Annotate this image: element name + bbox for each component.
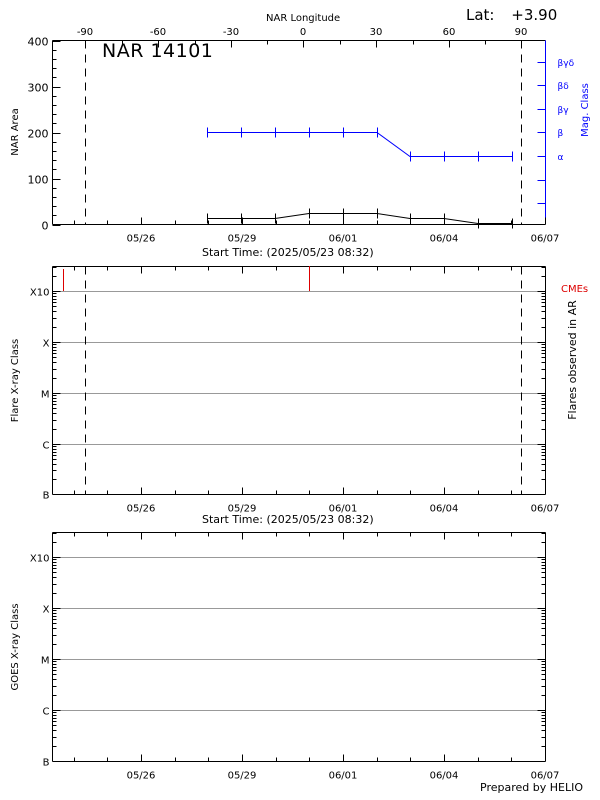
mag-class-tick-label: βγ — [558, 106, 570, 116]
latitude-label: Lat: +3.90 — [466, 8, 557, 23]
lat-value: +3.90 — [511, 6, 558, 24]
area-y-tick-label: 100 — [28, 174, 49, 187]
x-tick-label: 06/01 — [329, 504, 358, 515]
area-y-tick-label: 300 — [28, 82, 49, 95]
longitude-tick-label: -90 — [77, 27, 93, 38]
goes-y-tick-label: X10 — [30, 554, 50, 565]
longitude-tick-label: 90 — [515, 27, 528, 38]
cme-legend: CMEs — [561, 284, 589, 295]
longitude-tick-label: 30 — [370, 27, 383, 38]
x-tick-label: 05/26 — [127, 504, 156, 515]
x-tick-label: 06/01 — [329, 234, 358, 245]
x-tick-label: 06/01 — [329, 771, 358, 782]
nar-area-line — [207, 213, 512, 224]
start-time-label-1: Start Time: (2025/05/23 08:32) — [202, 246, 374, 259]
start-time-label-2: Start Time: (2025/05/23 08:32) — [202, 513, 374, 526]
x-tick-label: 05/29 — [228, 234, 257, 245]
longitude-tick-label: -30 — [223, 27, 239, 38]
mag-class-tick-label: α — [558, 153, 564, 163]
x-tick-label: 06/07 — [531, 771, 560, 782]
top-axis-label: NAR Longitude — [266, 13, 341, 24]
goes-y-tick-label: M — [41, 656, 50, 667]
x-tick-label: 06/07 — [531, 234, 560, 245]
goes-y-tick-label: X — [43, 605, 50, 616]
mag-class-tick-label: βγδ — [558, 59, 575, 69]
x-tick-label: 05/29 — [228, 771, 257, 782]
x-tick-label: 06/07 — [531, 504, 560, 515]
flare-y-label: Flare X-ray Class — [10, 339, 21, 423]
mag-class-tick-label: βδ — [558, 82, 570, 92]
flare-y-tick-label: X10 — [30, 288, 50, 299]
flare-y-tick-label: C — [43, 441, 50, 452]
x-tick-label: 06/04 — [430, 771, 459, 782]
flares-observed-label: Flares observed in AR — [566, 300, 579, 420]
x-tick-label: 06/04 — [430, 504, 459, 515]
area-y-label: NAR Area — [10, 108, 21, 155]
footer-credit: Prepared by HELIO — [480, 781, 583, 794]
mag-class-tick-label: β — [558, 129, 564, 139]
area-y-tick-label: 0 — [42, 220, 49, 233]
x-tick-label: 05/26 — [127, 234, 156, 245]
flare-y-tick-label: X — [43, 339, 50, 350]
goes-y-label: GOES X-ray Class — [10, 603, 21, 690]
longitude-tick-label: 60 — [443, 27, 456, 38]
lat-label: Lat: — [466, 6, 495, 24]
region-title: NAR 14101 — [102, 40, 214, 62]
longitude-tick-label: -60 — [150, 27, 166, 38]
goes-y-tick-label: B — [43, 758, 50, 769]
flare-y-tick-label: M — [41, 390, 50, 401]
longitude-tick-label: 0 — [300, 27, 306, 38]
x-tick-label: 05/26 — [127, 771, 156, 782]
x-tick-label: 06/04 — [430, 234, 459, 245]
goes-y-tick-label: C — [43, 707, 50, 718]
mag-class-label: Mag. Class — [580, 83, 591, 137]
area-y-tick-label: 200 — [28, 128, 49, 141]
x-tick-label: 05/29 — [228, 504, 257, 515]
area-y-tick-label: 400 — [28, 36, 49, 49]
mag-class-line — [207, 132, 512, 157]
flare-y-tick-label: B — [43, 491, 50, 502]
